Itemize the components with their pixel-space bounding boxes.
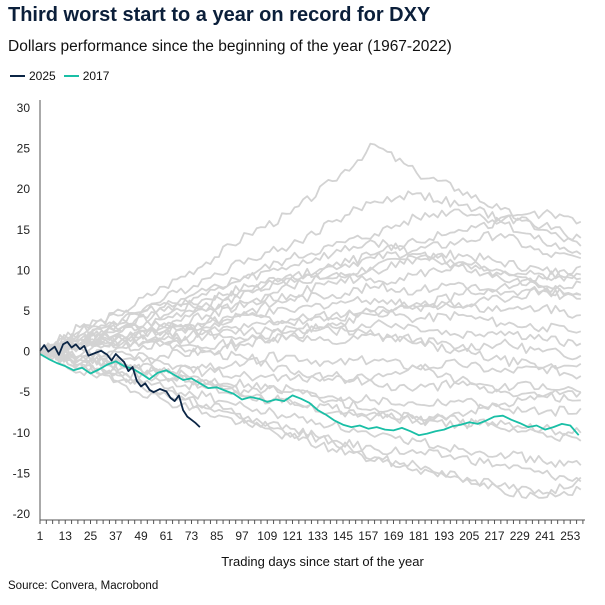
x-tick-label: 49 [134,529,148,543]
y-tick-label: 5 [23,304,30,318]
background-line-y13 [39,348,582,399]
series-line-2017 [39,353,580,437]
x-tick-label: 37 [109,529,123,543]
chart-subtitle: Dollars performance since the beginning … [8,38,452,55]
background-line-y22 [39,348,582,394]
background-line-y28 [39,209,582,353]
y-tick-label: 15 [17,223,31,237]
x-tick-label: 61 [160,529,174,543]
x-tick-label: 229 [510,529,530,543]
series-line-2025 [39,341,201,428]
legend-swatch-2025 [10,75,25,77]
background-line-y27 [39,322,582,371]
y-tick-label: 0 [23,345,30,359]
x-tick-label: 253 [560,529,580,543]
x-tick-label: 217 [485,529,505,543]
x-tick-label: 109 [257,529,277,543]
y-tick-label: -10 [13,426,31,440]
y-tick-label: 25 [17,142,31,156]
background-line-y20 [39,254,582,357]
background-line-y1 [39,142,582,354]
x-tick-label: 1 [37,529,44,543]
highlighted-year-lines [39,341,580,437]
y-tick-label: 30 [17,101,31,115]
x-tick-label: 205 [459,529,479,543]
background-line-y17 [39,350,582,498]
x-tick-label: 157 [358,529,378,543]
x-tick-label: 133 [308,529,328,543]
x-tick-label: 145 [333,529,353,543]
background-line-y12 [39,347,582,380]
legend-item-2017: 2017 [63,69,110,83]
x-tick-label: 193 [434,529,454,543]
source-note: Source: Convera, Macrobond [8,580,159,592]
x-tick-label: 97 [235,529,249,543]
legend-swatch-2017 [63,75,79,77]
y-tick-label: -20 [13,507,31,521]
background-line-y26 [39,350,582,499]
legend-label-2017: 2017 [82,69,110,83]
legend-label-2025: 2025 [29,69,56,83]
x-tick-label: 85 [210,529,224,543]
chart-title: Third worst start to a year on record fo… [8,4,431,26]
x-tick-label: 241 [535,529,555,543]
x-axis-title: Trading days since start of the year [221,554,424,569]
legend-item-2025: 2025 [10,69,56,83]
y-axis-ticks: 30 25 20 15 10 5 0 -5 -10 -15 -20 [13,101,31,521]
x-tick-label: 73 [185,529,199,543]
background-line-y23 [39,265,582,353]
y-tick-label: 10 [17,263,31,277]
x-tick-label: 13 [59,529,73,543]
background-line-y2 [39,190,582,356]
y-tick-label: -5 [19,385,30,399]
x-tick-label: 25 [84,529,98,543]
background-line-y25 [39,239,581,354]
x-tick-label: 121 [282,529,302,543]
x-tick-label: 181 [409,529,429,543]
y-tick-label: -15 [13,466,31,480]
x-tick-label: 169 [383,529,403,543]
y-tick-label: 20 [17,182,31,196]
background-line-y16 [39,349,582,468]
background-line-y11 [39,333,582,361]
legend: 2025 2017 [10,69,117,83]
x-axis-ticks: 1 13 25 37 49 61 73 85 97 109 121 133 145 157 169 181 19… [37,520,584,543]
background-line-y24 [39,350,581,425]
background-line-y21 [39,287,582,353]
background-year-lines [39,142,582,499]
